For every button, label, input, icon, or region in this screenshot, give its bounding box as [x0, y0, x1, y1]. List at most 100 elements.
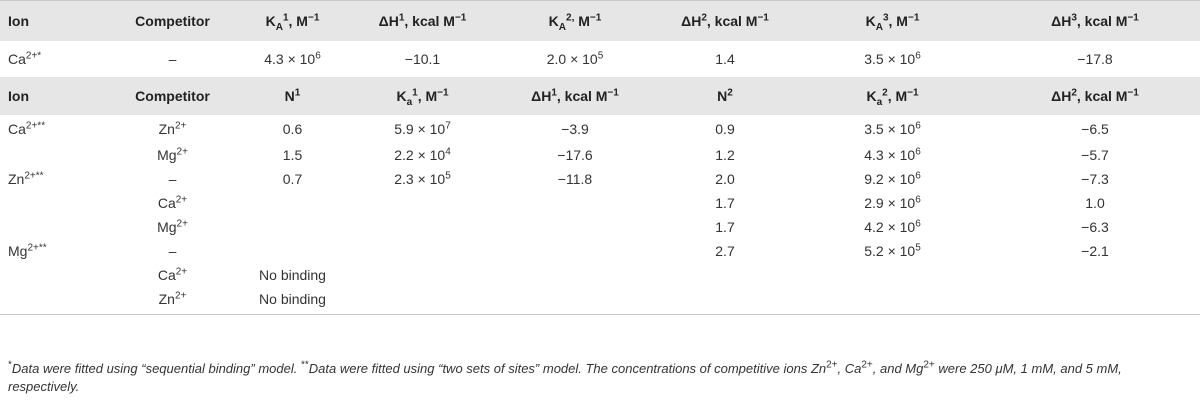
header-ka1: KA1, M−1: [235, 0, 350, 41]
cell-ka3: 3.5 × 106: [864, 49, 921, 67]
cell-ka2: 9.2 × 106: [864, 169, 921, 187]
cell-n1: 0.7: [282, 170, 303, 187]
cell-n1: No binding: [259, 266, 326, 283]
cell-ion: [0, 264, 110, 288]
table-row: Mg2+** – 2.7 5.2 × 105 −2.1: [0, 239, 1200, 264]
header-ion: Ion: [0, 0, 110, 41]
cell-ka2: 2.9 × 106: [864, 193, 921, 211]
cell-n2: 2.7: [715, 242, 735, 259]
cell-ion: [0, 216, 110, 240]
cell-n1: [235, 192, 350, 216]
cell-dh2: 1.4: [715, 50, 735, 67]
table1-header-row: Ion Competitor KA1, M−1 ΔH1, kcal M−1 KA…: [0, 0, 1200, 41]
cell-n2: 1.2: [715, 146, 735, 163]
cell-dh1: −17.6: [557, 146, 593, 163]
cell-competitor: –: [168, 242, 177, 259]
cell-ka2: 4.3 × 106: [864, 145, 921, 163]
header-ka2: Ka2, M−1: [866, 86, 919, 108]
cell-competitor: –: [168, 170, 177, 187]
cell-ka1: [350, 287, 495, 315]
table-row: Mg2+ 1.7 4.2 × 106 −6.3: [0, 215, 1200, 240]
header-n1: N1: [284, 86, 301, 104]
header-ka3: KA3, M−1: [795, 0, 990, 41]
cell-ka2: 5.2 × 105: [864, 241, 921, 259]
cell-ion: Ca2+*: [8, 49, 42, 67]
cell-ion: Zn2+**: [8, 169, 44, 187]
cell-dh1: −3.9: [561, 120, 589, 137]
cell-ka2: 4.2 × 106: [864, 217, 921, 235]
cell-competitor: Mg2+: [157, 145, 188, 163]
cell-dh1: [495, 240, 655, 264]
cell-ion: [0, 144, 110, 168]
cell-ka1: 2.3 × 105: [394, 169, 451, 187]
cell-n2: 1.7: [715, 194, 735, 211]
cell-n2: 2.0: [715, 170, 735, 187]
table-footnote: *Data were fitted using “sequential bind…: [8, 359, 1122, 394]
cell-dh2: 1.0: [1085, 194, 1105, 211]
header-ka2: KA2, M−1: [495, 0, 655, 41]
cell-ka1: [350, 240, 495, 264]
table-row: Mg2+ 1.5 2.2 × 104 −17.6 1.2 4.3 × 106 −…: [0, 143, 1200, 168]
cell-ka1: [350, 216, 495, 240]
cell-competitor: Zn2+: [110, 287, 235, 315]
cell-n1: [235, 216, 350, 240]
cell-n1: 0.6: [282, 120, 303, 137]
cell-dh1: −10.1: [404, 50, 441, 67]
header-dh3: ΔH3, kcal M−1: [990, 0, 1200, 41]
header-competitor: Competitor: [110, 0, 235, 41]
cell-dh2: −6.3: [1081, 218, 1109, 235]
header-n2: N2: [717, 86, 733, 104]
cell-competitor: Zn2+: [158, 119, 187, 137]
cell-n1: [235, 240, 350, 264]
header-dh1: ΔH1, kcal M−1: [350, 0, 495, 41]
cell-ion: Ca2+**: [8, 119, 46, 137]
footnote-mark-single: *: [8, 359, 12, 371]
cell-ka2: 2.0 × 105: [546, 49, 604, 67]
cell-competitor: –: [168, 50, 177, 67]
cell-ion: Mg2+**: [8, 241, 47, 259]
cell-dh2: −5.7: [1081, 146, 1109, 163]
cell-n2: 0.9: [715, 120, 735, 137]
cell-dh2: [990, 264, 1200, 288]
header-dh2: ΔH2, kcal M−1: [655, 0, 795, 41]
header-dh2: ΔH2, kcal M−1: [1051, 86, 1139, 104]
cell-ion: [0, 287, 110, 315]
table-row: Zn2+** – 0.7 2.3 × 105 −11.8 2.0 9.2 × 1…: [0, 167, 1200, 192]
cell-competitor: Ca2+: [157, 193, 188, 211]
cell-dh2: −6.5: [1081, 120, 1109, 137]
cell-n1: 1.5: [282, 146, 303, 163]
cell-ka1: [350, 192, 495, 216]
cell-dh2: −7.3: [1081, 170, 1109, 187]
footnote-mark-double: **: [300, 359, 309, 371]
cell-ka2: 3.5 × 106: [864, 119, 921, 137]
cell-dh2: [990, 287, 1200, 315]
data-table: Ion Competitor KA1, M−1 ΔH1, kcal M−1 KA…: [0, 0, 1200, 315]
cell-ka1: 5.9 × 107: [394, 119, 451, 137]
cell-dh1: −11.8: [557, 170, 593, 187]
cell-dh2: −2.1: [1081, 242, 1109, 259]
table-row: Ca2+ 1.7 2.9 × 106 1.0: [0, 191, 1200, 216]
cell-n1: No binding: [235, 287, 350, 315]
cell-ion: [0, 192, 110, 216]
header-dh1: ΔH1, kcal M−1: [531, 86, 619, 104]
cell-competitor: Mg2+: [157, 217, 188, 235]
cell-dh1: [495, 287, 655, 315]
cell-n2: 1.7: [715, 218, 735, 235]
cell-ka2: [795, 287, 990, 315]
header-ion: Ion: [8, 87, 29, 104]
table-row: Zn2+ No binding: [0, 287, 1200, 315]
cell-competitor: Ca2+: [157, 265, 188, 283]
table-row: Ca2+ No binding: [0, 263, 1200, 288]
cell-ka1: [350, 264, 495, 288]
cell-dh3: −17.8: [1077, 50, 1113, 67]
cell-ka1: 2.2 × 104: [394, 145, 451, 163]
cell-n2: [655, 264, 795, 288]
table2-header-row: Ion Competitor N1 Ka1, M−1 ΔH1, kcal M−1…: [0, 76, 1200, 115]
table1-row: Ca2+* – 4.3 × 106 −10.1 2.0 × 105 1.4 3.…: [0, 40, 1200, 77]
header-competitor: Competitor: [135, 87, 210, 104]
cell-n2: [655, 287, 795, 315]
cell-ka2: [795, 264, 990, 288]
cell-dh1: [495, 216, 655, 240]
cell-dh1: [495, 264, 655, 288]
